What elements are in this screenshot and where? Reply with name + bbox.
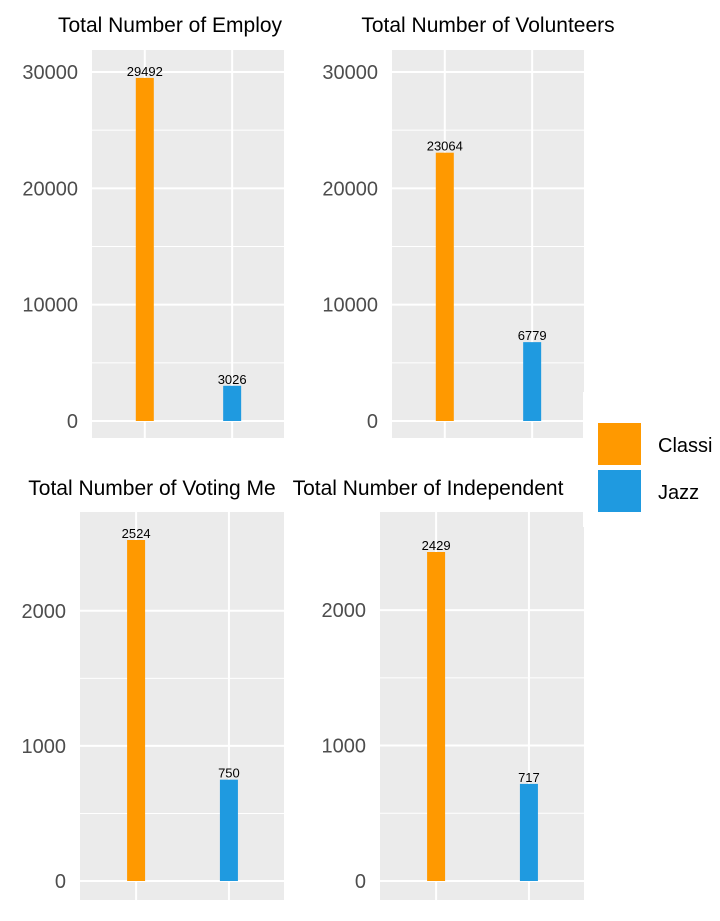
- y-tick-label: 1000: [322, 736, 367, 758]
- chart-panel-3: 0 1000 2000 2524 750 Total Number of Voting M…: [22, 477, 284, 900]
- y-tick-label: 0: [67, 411, 78, 433]
- data-label: 29492: [127, 64, 163, 79]
- y-tick-label: 0: [367, 411, 378, 433]
- legend: Classi Jazz: [598, 423, 712, 512]
- y-tick-label: 2000: [322, 600, 367, 622]
- bar-jazz: [523, 342, 542, 421]
- chart-title: Total Number of Voting Me: [28, 477, 275, 500]
- y-tick-label: 0: [355, 871, 366, 893]
- panel-background: [392, 50, 584, 438]
- legend-swatch-jazz: [598, 470, 641, 512]
- legend-label: Classi: [658, 435, 712, 457]
- data-label: 717: [518, 770, 540, 785]
- data-label: 3026: [218, 372, 247, 387]
- bar-classi: [427, 552, 446, 881]
- panel-background: [80, 512, 284, 900]
- bar-jazz: [219, 779, 238, 881]
- data-label: 6779: [518, 328, 547, 343]
- data-label: 2429: [422, 538, 451, 553]
- panel-background: [92, 50, 284, 438]
- chart-title: Total Number of Employ: [58, 14, 283, 37]
- bar-classi: [135, 77, 154, 422]
- y-tick-label: 30000: [22, 62, 78, 84]
- data-label: 750: [218, 766, 240, 781]
- chart-title: Total Number of Independent: [293, 477, 564, 500]
- legend-swatch-classi: [598, 423, 641, 465]
- data-label: 23064: [427, 139, 463, 154]
- bar-classi: [127, 540, 146, 881]
- y-tick-label: 1000: [22, 736, 67, 758]
- y-tick-label: 10000: [322, 295, 378, 317]
- panel-background: [380, 512, 584, 900]
- chart-panel-2: 0 10000 20000 30000 23064 6779 Total Number of…: [322, 14, 615, 438]
- legend-label: Jazz: [658, 482, 699, 504]
- data-label: 2524: [122, 526, 151, 541]
- y-tick-label: 20000: [322, 178, 378, 200]
- bar-jazz: [223, 385, 242, 421]
- chart-panel-4: 0 1000 2000 2429 717 Total Number of Independ…: [293, 477, 584, 900]
- y-tick-label: 2000: [22, 601, 67, 623]
- chart-panel-1: 0 10000 20000 30000 29492 3026 Total Number of…: [22, 14, 284, 438]
- y-tick-label: 20000: [22, 178, 78, 200]
- y-tick-label: 0: [55, 871, 66, 893]
- bar-jazz: [519, 783, 538, 881]
- bar-classi: [435, 152, 454, 422]
- chart-title: Total Number of Volunteers: [361, 14, 614, 37]
- y-tick-label: 10000: [22, 295, 78, 317]
- y-tick-label: 30000: [322, 62, 378, 84]
